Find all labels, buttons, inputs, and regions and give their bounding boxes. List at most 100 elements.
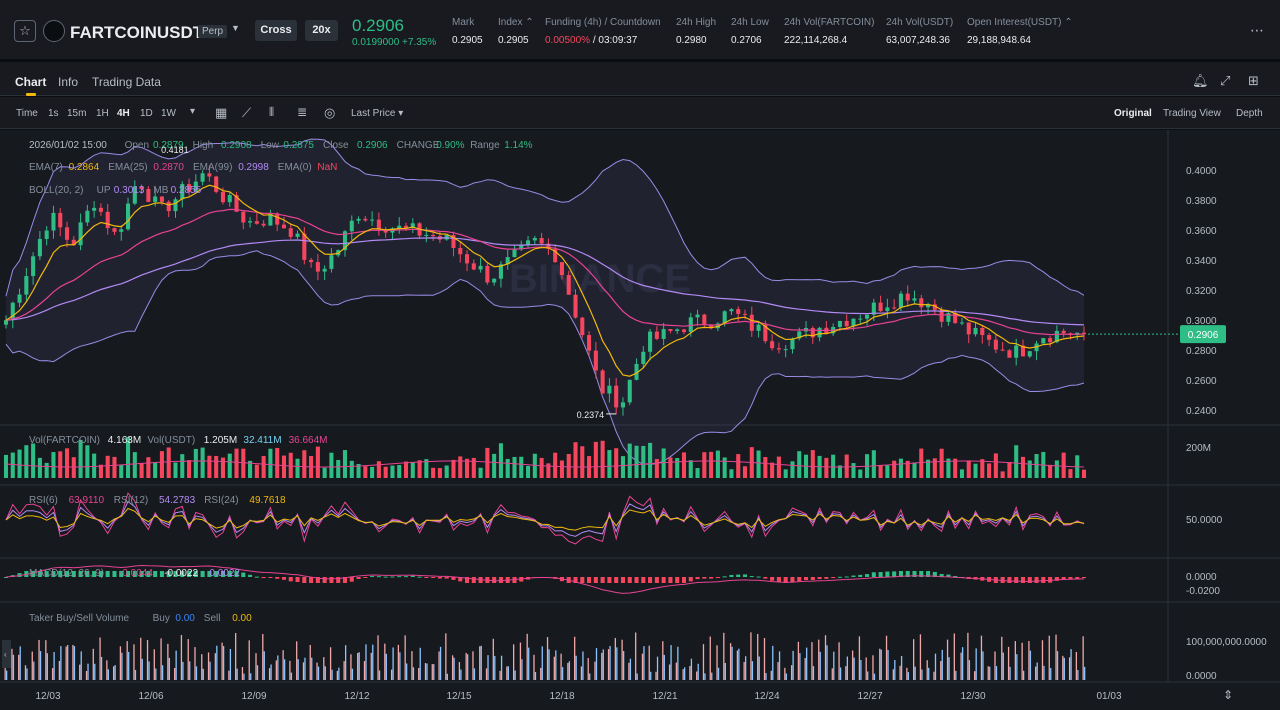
taker-buy-bar (363, 661, 366, 680)
settings-icon[interactable]: ≣ (297, 105, 308, 119)
macd-histogram-bar (403, 576, 409, 578)
taker-buy-bar (675, 662, 678, 680)
macd-histogram-bar (200, 571, 205, 577)
view-trading-view[interactable]: Trading View (1163, 108, 1221, 119)
candle-body (695, 314, 700, 318)
macd-legend-item: -0.0044 (119, 568, 153, 579)
candle-body (770, 341, 775, 349)
taker-sell-bar (467, 654, 469, 680)
volume-bar (695, 468, 700, 478)
calendar-icon[interactable]: ▦ (215, 105, 228, 120)
macd-histogram-bar (207, 571, 212, 577)
taker-buy-bar (580, 666, 583, 680)
volume-bar (553, 452, 558, 478)
fullscreen-icon[interactable]: ⤢ (1220, 73, 1231, 88)
volume-bar (600, 440, 605, 478)
layout-grid-icon[interactable]: ⊞ (1248, 73, 1259, 88)
symbol-dropdown-icon[interactable]: ▼ (231, 23, 240, 33)
chart-area[interactable]: BINANCE 2026/01/02 15:00Open0.2879High0.… (0, 130, 1280, 710)
volume-bar (214, 455, 219, 478)
volume-bar (112, 456, 117, 478)
more-options-icon[interactable]: ⋯ (1250, 22, 1264, 38)
volume-bar (329, 452, 334, 478)
taker-buy-bar (506, 666, 508, 680)
macd-histogram-bar (478, 577, 483, 583)
taker-buy-bar (614, 637, 616, 680)
candle-body (553, 248, 558, 263)
interval-4h[interactable]: 4H (117, 108, 130, 119)
interval-15m[interactable]: 15m (67, 108, 87, 119)
taker-sell-bar (656, 656, 659, 680)
macd-histogram-bar (926, 571, 931, 577)
symbol-name[interactable]: FARTCOINUSDT (70, 23, 204, 42)
chart-type-icon[interactable]: ⫴ (269, 105, 275, 119)
interval-1s[interactable]: 1s (48, 108, 59, 119)
macd-histogram-bar (790, 577, 795, 583)
interval-1d[interactable]: 1D (140, 108, 153, 119)
taker-buy-bar (268, 668, 271, 680)
taker-buy-bar (553, 656, 555, 680)
tab-info[interactable]: Info (58, 75, 79, 89)
taker-buy-bar (1062, 655, 1064, 680)
stat-open-interest[interactable]: Open Interest(USDT) ⌃ 29,188,948.64 (967, 17, 1073, 46)
price-type-select[interactable]: Last Price ▾ (351, 108, 404, 119)
macd-histogram-bar (336, 577, 341, 583)
macd-histogram-bar (17, 573, 22, 577)
interval-1w[interactable]: 1W (161, 108, 176, 119)
view-original[interactable]: Original (1114, 108, 1152, 119)
macd-histogram-bar (919, 571, 924, 577)
stat-value: 29,188,948.64 (967, 35, 1031, 46)
last-price: 0.2906 (352, 16, 404, 35)
tab-chart[interactable]: Chart (15, 75, 47, 89)
taker-sell-bar (263, 651, 265, 680)
stat-funding: Funding (4h) / Countdown 0.00500% / 03:0… (545, 17, 661, 46)
taker-sell-bar (650, 671, 652, 680)
taker-sell-bar (846, 656, 849, 680)
taker-sell-bar (683, 667, 686, 680)
tab-trading-data[interactable]: Trading Data (92, 75, 161, 89)
candle-body (892, 307, 897, 309)
interval-1h[interactable]: 1H (96, 108, 109, 119)
candle-body (573, 294, 578, 318)
alert-bell-icon[interactable]: 🔔︎ (1192, 73, 1209, 88)
taker-buy-bar (390, 669, 393, 680)
view-depth[interactable]: Depth (1236, 108, 1263, 119)
candle-body (370, 219, 375, 221)
taker-sell-bar (53, 652, 55, 680)
macd-tick-label: 0.0000 (1186, 572, 1217, 583)
taker-sell-bar (134, 669, 137, 680)
macd-histogram-bar (71, 571, 76, 577)
taker-buy-bar (980, 635, 983, 680)
taker-buy-bar (824, 635, 827, 680)
leverage-button[interactable]: 20x (305, 20, 338, 41)
volume-bar (675, 458, 680, 478)
volume-bar (919, 448, 924, 478)
more-intervals-icon[interactable]: ▾ (190, 106, 196, 117)
taker-buy-bar (689, 665, 691, 680)
volume-bar (302, 450, 307, 478)
favorite-star-icon[interactable]: ☆ (14, 20, 36, 42)
volume-bar (417, 460, 422, 478)
stat-index[interactable]: Index ⌃ 0.2905 (498, 17, 534, 46)
boll-legend-item: MB (153, 185, 168, 196)
interval-time[interactable]: Time (16, 108, 38, 119)
price-chart-svg[interactable]: BINANCE 2026/01/02 15:00Open0.2879High0.… (0, 130, 1280, 710)
volume-bar (403, 461, 409, 478)
macd-histogram-bar (783, 577, 788, 583)
volume-bar (905, 460, 910, 478)
candle-body (871, 302, 876, 315)
margin-mode-button[interactable]: Cross (255, 20, 297, 41)
taker-sell-bar (819, 651, 821, 680)
taker-sell-bar (487, 655, 489, 680)
taker-buy-bar (323, 657, 325, 680)
taker-sell-bar (1002, 652, 1004, 680)
volume-bar (44, 462, 49, 478)
candle-body (288, 228, 293, 237)
macd-histogram-bar (349, 577, 354, 582)
macd-histogram-bar (370, 576, 375, 578)
drawing-tools-icon[interactable]: ◎ (324, 105, 336, 120)
volume-bar (580, 446, 585, 478)
indicator-icon[interactable]: ⟋ (242, 105, 252, 120)
candle-body (1000, 349, 1005, 351)
taker-buy-bar (872, 655, 874, 680)
